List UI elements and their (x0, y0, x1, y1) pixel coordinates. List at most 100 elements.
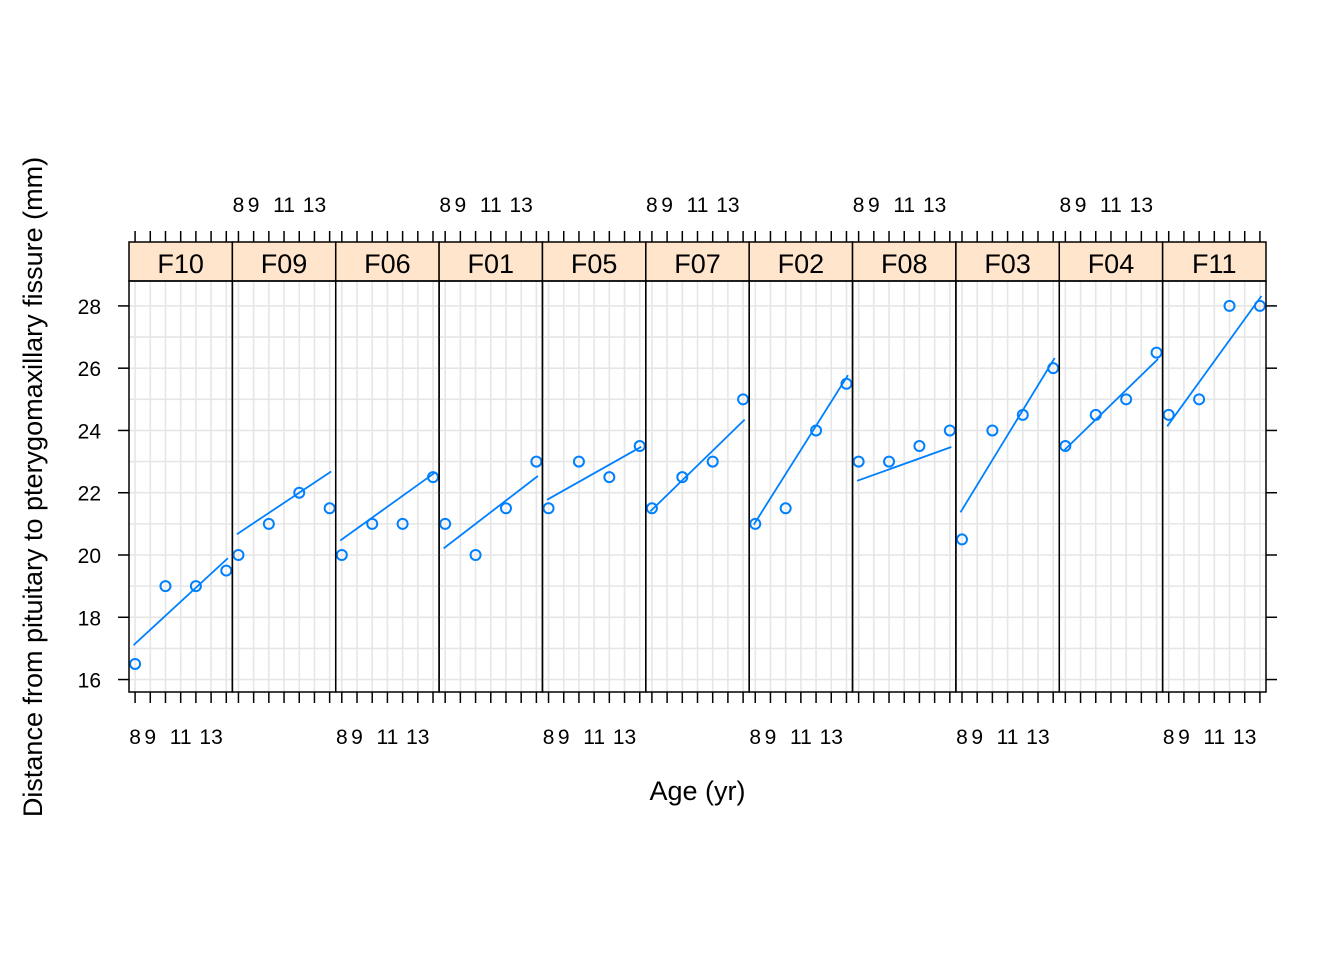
x-tick-label: 9 (971, 726, 983, 749)
x-tick-label: 8 (853, 194, 865, 217)
data-point (883, 455, 896, 468)
fit-line (649, 418, 746, 512)
x-tick-label: 13 (716, 194, 739, 217)
x-tick-label: 11 (997, 726, 1019, 749)
x-tick-label: 13 (199, 726, 222, 749)
data-point (737, 393, 750, 406)
panel-f07: F07 (645, 241, 750, 693)
x-tick-label: 8 (646, 194, 658, 217)
axes-layer: 8 9 11 138 9 11 138 9 11 138 9 11 138 9 11 138 9 11 138 9 11… (78, 194, 1277, 749)
data-point (530, 455, 543, 468)
y-tick-label: 16 (78, 670, 101, 693)
data-point (220, 564, 233, 577)
data-point (335, 549, 348, 561)
x-tick-label: 11 (170, 726, 192, 749)
data-point (1253, 299, 1266, 312)
y-tick-label: 20 (78, 545, 101, 568)
data-point (603, 471, 616, 484)
data-point (1223, 299, 1236, 312)
x-tick-label: 13 (303, 194, 326, 217)
panel-f01: F01 (438, 241, 544, 693)
panel-f03: F03 (955, 241, 1061, 693)
x-tick-label: 8 (439, 194, 451, 217)
x-tick-label: 13 (923, 194, 946, 217)
data-point (159, 580, 172, 593)
data-point (1150, 346, 1163, 359)
x-tick-label: 13 (1026, 726, 1049, 749)
x-tick-label: 11 (377, 726, 399, 749)
x-tick-label: 9 (144, 726, 156, 749)
data-point (913, 440, 926, 453)
data-point (1162, 408, 1175, 421)
x-tick-label: 11 (480, 194, 502, 217)
x-tick-label: 8 (1163, 726, 1175, 749)
data-point (1120, 393, 1133, 406)
panel-f08: F08 (851, 241, 957, 693)
data-point (840, 377, 853, 390)
fit-line (959, 357, 1056, 513)
data-point (706, 455, 719, 468)
x-tick-label: 9 (351, 726, 363, 749)
panel-f10: F10 (128, 241, 234, 693)
fit-line (752, 374, 849, 526)
strip-f11 (1161, 241, 1267, 282)
data-point (779, 502, 792, 515)
panel-f04: F04 (1058, 241, 1164, 693)
strip-label: F11 (1192, 249, 1237, 279)
data-point (1016, 408, 1029, 421)
strip-label: F10 (157, 249, 204, 279)
fit-line (546, 445, 642, 501)
data-point (749, 517, 762, 530)
x-tick-label: 13 (613, 726, 636, 749)
strip-label: F06 (364, 249, 411, 279)
x-tick-label: 8 (129, 726, 141, 749)
data-point (852, 455, 865, 468)
fit-line (1063, 358, 1159, 452)
data-point (810, 424, 823, 437)
data-point (1059, 440, 1072, 453)
panel-f02: F02 (748, 241, 854, 693)
data-point (1047, 362, 1060, 375)
strip-label: F04 (1088, 249, 1135, 279)
data-point (676, 471, 689, 484)
strip-label: F07 (674, 249, 721, 279)
x-tick-label: 13 (820, 726, 843, 749)
x-tick-label: 8 (956, 726, 968, 749)
x-tick-label: 13 (406, 726, 429, 749)
x-tick-label: 9 (248, 194, 260, 217)
fit-line (1166, 295, 1263, 427)
x-tick-label: 9 (868, 194, 880, 217)
x-tick-label: 13 (1233, 726, 1256, 749)
x-tick-label: 8 (233, 194, 245, 217)
data-point (427, 471, 440, 484)
panels-layer: F10 F09 F06 F01 F05 F07 F02 F08 F03 F04 F11 (128, 241, 1267, 693)
x-tick-label: 9 (661, 194, 673, 217)
data-point (1089, 408, 1102, 421)
fit-line (339, 472, 436, 542)
x-tick-label: 8 (336, 726, 348, 749)
x-tick-label: 11 (1203, 726, 1225, 749)
data-point (323, 502, 336, 515)
fit-line (856, 446, 952, 482)
y-tick-label: 18 (78, 607, 101, 630)
data-point (293, 486, 306, 499)
x-tick-label: 9 (455, 194, 467, 217)
data-point (439, 517, 452, 530)
data-point (1193, 393, 1206, 406)
x-tick-label: 8 (749, 726, 761, 749)
x-tick-label: 9 (558, 726, 570, 749)
data-point (633, 440, 646, 453)
x-tick-label: 11 (273, 194, 295, 217)
strip-f05 (541, 241, 647, 282)
data-point (645, 502, 658, 515)
panel-f09: F09 (231, 241, 337, 693)
x-tick-label: 9 (765, 726, 777, 749)
strip-label: F05 (571, 249, 618, 279)
fit-line (132, 557, 229, 646)
x-tick-label: 11 (583, 726, 605, 749)
x-tick-label: 8 (543, 726, 555, 749)
data-point (986, 424, 999, 437)
y-tick-label: 24 (78, 420, 102, 443)
data-point (129, 657, 142, 670)
